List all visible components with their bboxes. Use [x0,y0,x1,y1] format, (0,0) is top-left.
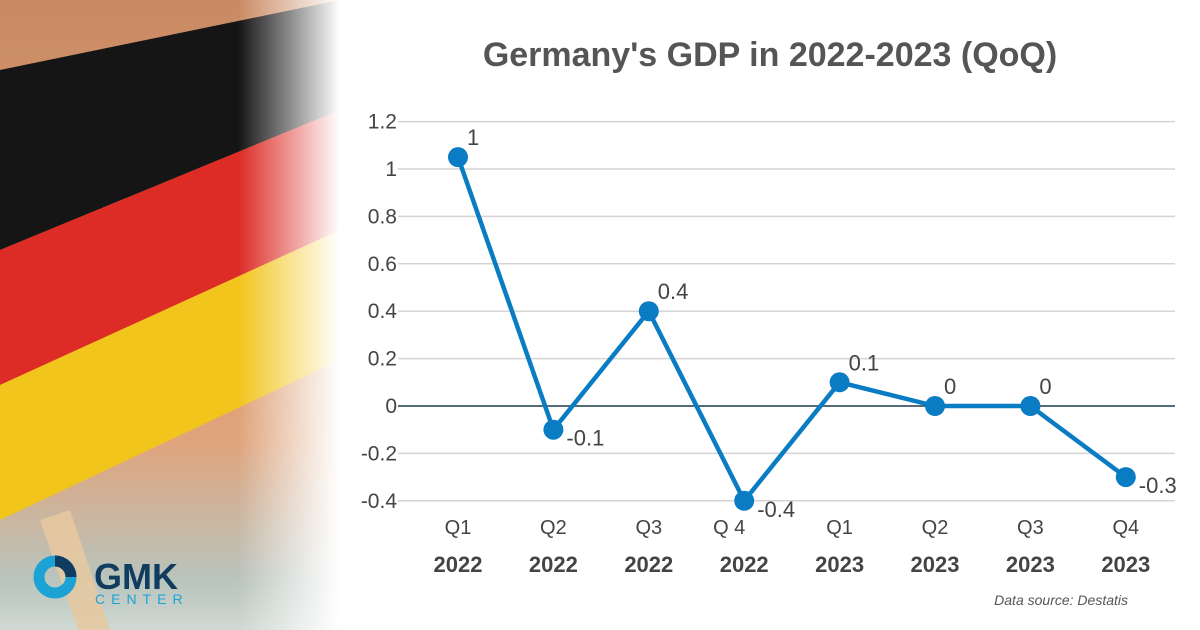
x-tick-quarter: Q1 [826,517,853,539]
data-point [543,419,564,440]
y-tick-label: 0.8 [368,205,397,228]
y-tick-label: 0 [385,395,397,418]
x-tick-quarter: Q2 [540,517,567,539]
series-line [455,156,1128,504]
data-point [829,372,850,393]
x-tick-quarter: Q2 [922,517,949,539]
x-tick-quarter: Q3 [1017,517,1044,539]
y-tick-label: -0.4 [361,490,398,513]
gmk-center-logo: GMK CENTER [32,555,192,610]
y-tick-label: 1 [385,158,397,181]
y-tick-label: 1.2 [368,111,397,134]
chart-title: Germany's GDP in 2022-2023 (QoQ) [482,36,1058,74]
data-label: -0.1 [566,426,604,451]
data-point [734,490,755,511]
x-tick-quarter: Q1 [445,517,472,539]
x-tick-year: 2023 [815,552,864,577]
data-label: -0.4 [757,497,795,522]
x-tick-year: 2023 [911,552,960,577]
data-label: -0.3 [1139,473,1177,498]
svg-text:GMK: GMK [94,556,178,597]
x-tick-year: 2022 [529,552,578,577]
y-tick-label: -0.2 [361,442,397,465]
x-tick-year: 2023 [1006,552,1055,577]
data-source: Data source: Destatis [994,592,1128,608]
data-point [1020,396,1041,416]
svg-text:CENTER: CENTER [95,591,189,605]
x-tick-year: 2022 [624,552,673,577]
data-point [448,147,468,168]
x-tick-year: 2022 [434,552,483,577]
data-label: 0.4 [658,279,689,304]
x-tick-year: 2023 [1101,552,1150,577]
x-tick-quarter: Q 4 [713,517,745,539]
y-tick-label: 0.6 [368,253,397,276]
x-tick-year: 2022 [720,552,769,577]
data-label: 0 [1039,374,1051,399]
y-tick-label: 0.4 [368,300,398,323]
data-point [638,301,659,322]
y-tick-label: 0.2 [368,348,397,371]
x-tick-quarter: Q3 [635,517,662,539]
data-point [925,396,945,416]
data-label: 0.1 [849,350,880,375]
x-tick-quarter: Q4 [1112,517,1139,539]
data-point [1115,467,1136,488]
data-label: 0 [944,374,956,399]
german-flag-photo [0,0,340,630]
data-label: 1 [467,125,479,150]
photo-fade [0,0,340,630]
